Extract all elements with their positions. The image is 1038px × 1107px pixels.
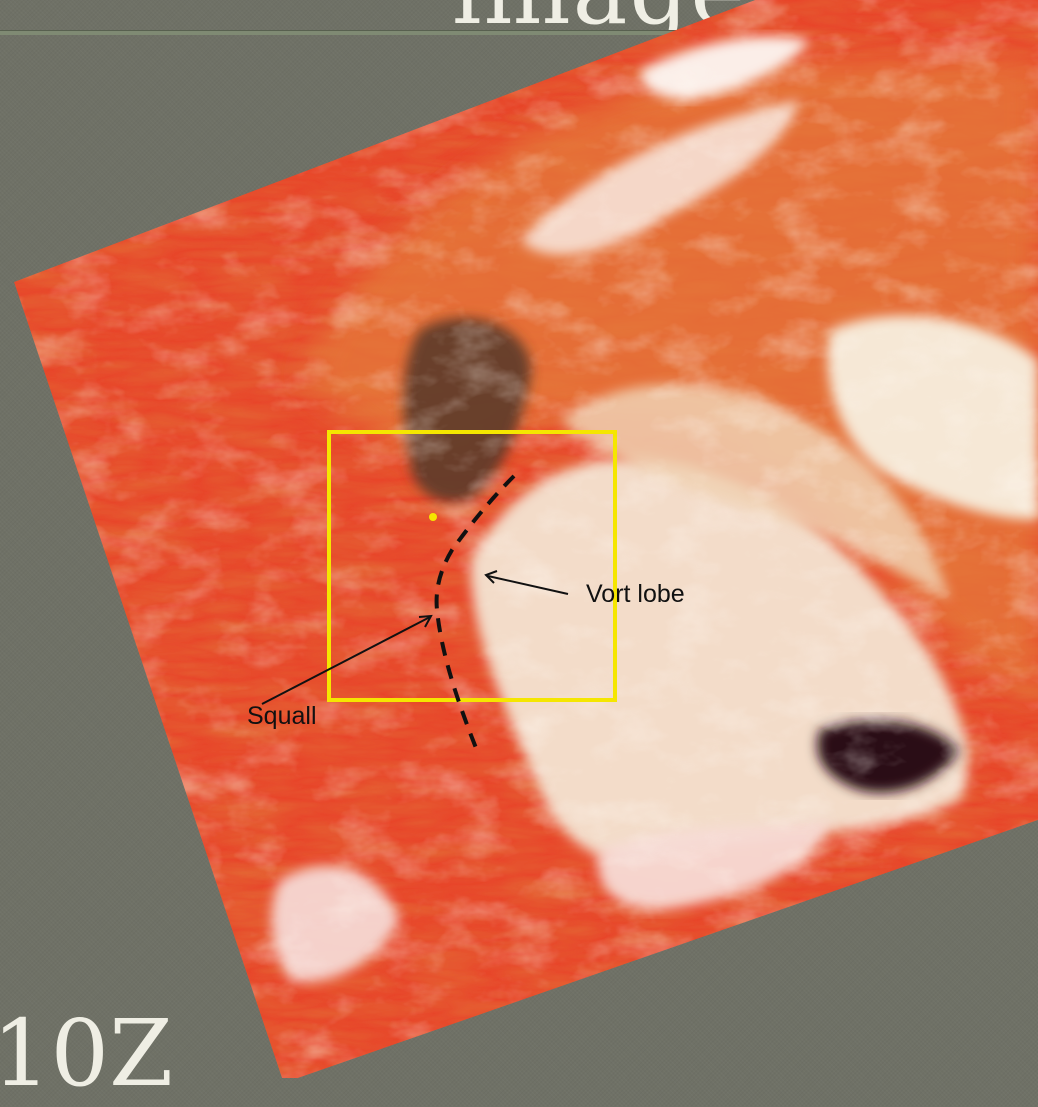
time-label: 10Z (0, 1008, 173, 1100)
location-marker (429, 513, 437, 521)
squall-label: Squall (247, 702, 317, 730)
satellite-image-panel: Vort lobe Squall (0, 0, 1038, 1078)
satellite-image (0, 0, 1038, 1078)
vort-lobe-label: Vort lobe (586, 580, 685, 608)
